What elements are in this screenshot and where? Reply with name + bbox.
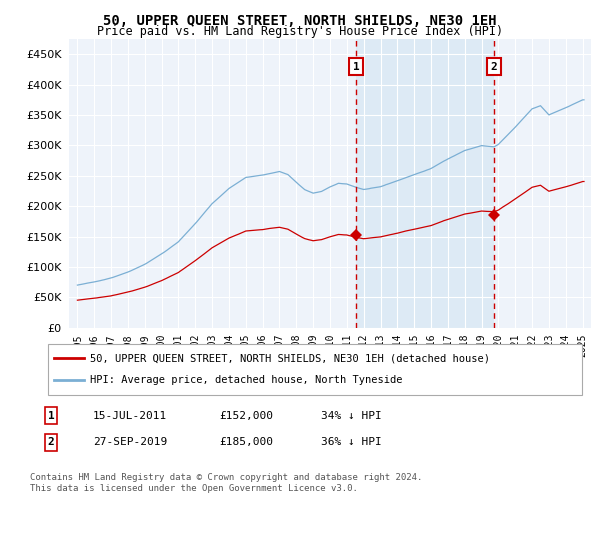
Text: 2: 2 (491, 62, 497, 72)
Text: £152,000: £152,000 (219, 410, 273, 421)
Text: 1: 1 (353, 62, 359, 72)
Text: 50, UPPER QUEEN STREET, NORTH SHIELDS, NE30 1EH: 50, UPPER QUEEN STREET, NORTH SHIELDS, N… (103, 14, 497, 28)
Bar (356, 39, 494, 328)
Text: Price paid vs. HM Land Registry's House Price Index (HPI): Price paid vs. HM Land Registry's House … (97, 25, 503, 38)
Text: 34% ↓ HPI: 34% ↓ HPI (321, 410, 382, 421)
Text: 50, UPPER QUEEN STREET, NORTH SHIELDS, NE30 1EH (detached house): 50, UPPER QUEEN STREET, NORTH SHIELDS, N… (90, 353, 490, 363)
Text: 15-JUL-2011: 15-JUL-2011 (93, 410, 167, 421)
Text: Contains HM Land Registry data © Crown copyright and database right 2024.
This d: Contains HM Land Registry data © Crown c… (30, 473, 422, 493)
Text: £185,000: £185,000 (219, 437, 273, 447)
Text: HPI: Average price, detached house, North Tyneside: HPI: Average price, detached house, Nort… (90, 375, 403, 385)
Text: 1: 1 (47, 410, 55, 421)
Text: 27-SEP-2019: 27-SEP-2019 (93, 437, 167, 447)
Text: 36% ↓ HPI: 36% ↓ HPI (321, 437, 382, 447)
Text: 2: 2 (47, 437, 55, 447)
